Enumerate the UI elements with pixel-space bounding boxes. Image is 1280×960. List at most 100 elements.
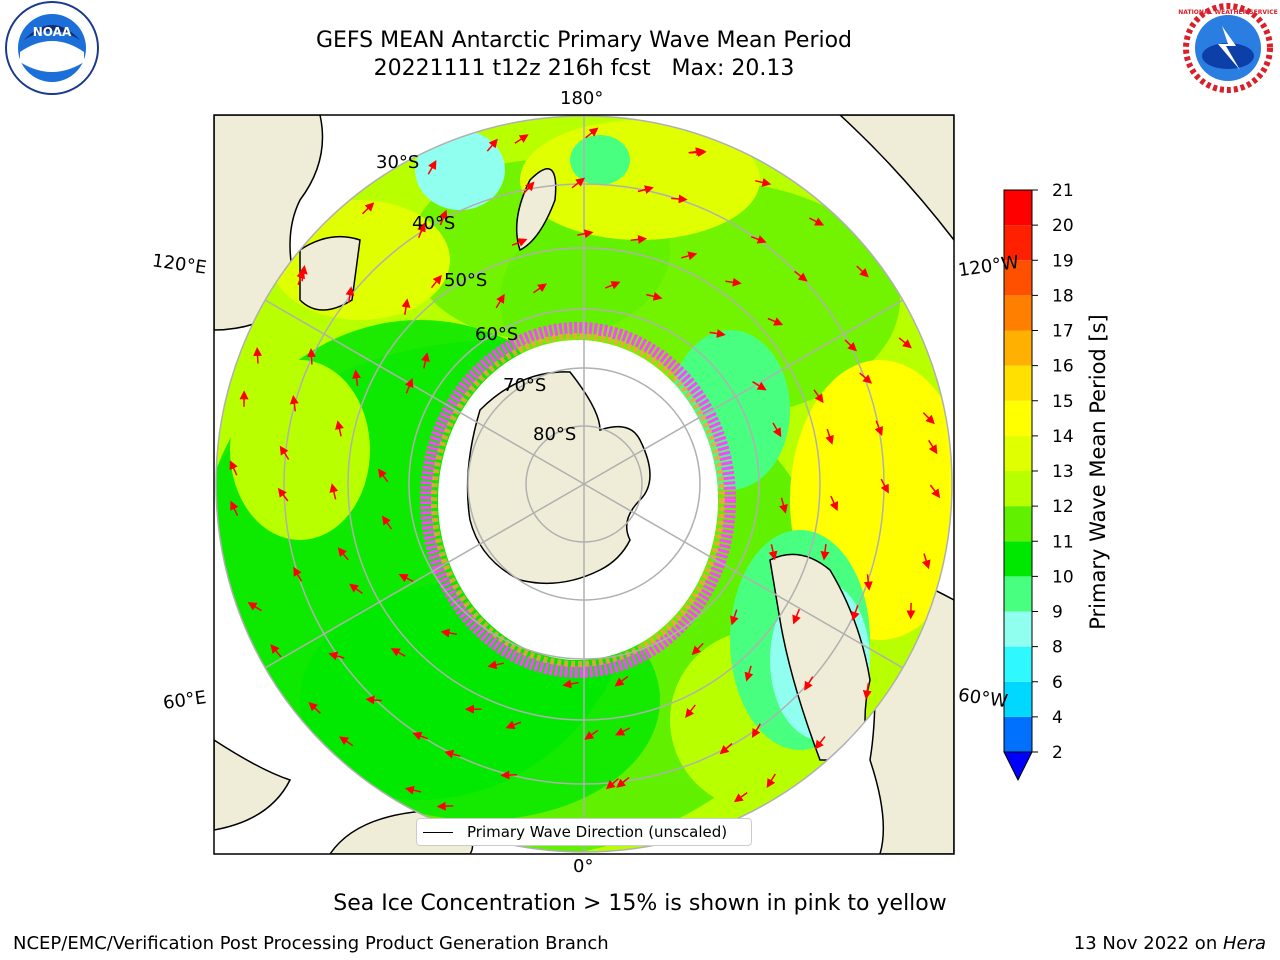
colorbar-tick-label: 8 [1052, 638, 1063, 658]
colorbar-segment [1004, 295, 1032, 331]
wave-direction-arrow [804, 676, 814, 691]
title-line-1: GEFS MEAN Antarctic Primary Wave Mean Pe… [315, 28, 853, 53]
colorbar-segment [1004, 330, 1032, 366]
colorbar-segment [1004, 225, 1032, 261]
wave-direction-arrow [390, 648, 406, 657]
wave-direction-arrow [751, 723, 761, 738]
wave-direction-arrow [719, 742, 733, 755]
wave-direction-arrow [349, 583, 363, 595]
colorbar-tick-label: 14 [1052, 427, 1074, 447]
wave-direction-arrow [412, 731, 429, 741]
colorbar-tick-label: 17 [1052, 322, 1074, 342]
wave-direction-arrow [401, 298, 411, 315]
wave-direction-arrow [614, 675, 629, 687]
wave-direction-arrow [277, 487, 289, 502]
wave-direction-arrow [345, 286, 355, 303]
wave-direction-arrow [398, 574, 414, 583]
wave-direction-arrow [709, 329, 726, 338]
wave-direction-arrow [863, 574, 873, 591]
lat-label-70s: 70°S [503, 375, 547, 396]
colorbar-segment [1004, 541, 1032, 577]
wave-direction-arrow [500, 770, 517, 780]
wave-direction-arrow [329, 483, 339, 500]
wave-direction-arrow [605, 281, 621, 290]
lon-label-top: 180° [560, 88, 604, 109]
wave-direction-arrow [339, 736, 354, 747]
colorbar-tick-label: 12 [1052, 497, 1074, 517]
colorbar-tick-label: 16 [1052, 357, 1074, 377]
wave-direction-arrow [681, 251, 698, 261]
sea-ice-note: Sea Ice Concentration > 15% is shown in … [333, 891, 947, 916]
colorbar-segment [1004, 681, 1032, 717]
colorbar-tick-label: 18 [1052, 286, 1074, 306]
colorbar-segment [1004, 190, 1032, 226]
colorbar-tick-label: 11 [1052, 532, 1074, 552]
wave-direction-arrow [820, 544, 830, 561]
wave-direction-arrow [405, 378, 414, 394]
wave-direction-arrow [532, 283, 548, 294]
wave-direction-arrow [646, 291, 663, 301]
wave-direction-arrow [562, 679, 579, 689]
wave-direction-arrow [685, 704, 696, 718]
wave-direction-arrow [430, 274, 442, 289]
wave-direction-arrow [637, 185, 654, 194]
wave-direction-arrow [253, 347, 263, 364]
footer-system: Hera [1222, 933, 1266, 954]
colorbar-tick-label: 2 [1052, 743, 1063, 763]
wave-direction-arrow [616, 776, 630, 788]
wave-direction-arrow [813, 389, 824, 404]
wave-direction-arrow [270, 644, 282, 658]
colorbar-segment [1004, 611, 1032, 647]
wave-direction-arrow [929, 484, 941, 499]
nws-logo: NATIONAL WEATHER SERVICE [1178, 2, 1278, 94]
wave-direction-arrow [279, 445, 290, 460]
title-line-2: 20221111 t12z 216h fcst Max: 20.13 [373, 56, 795, 81]
colorbar-tick-label: 10 [1052, 567, 1074, 587]
legend-box: Primary Wave Direction (unscaled) [416, 818, 752, 846]
wave-direction-arrow [404, 785, 422, 795]
wave-direction-arrow [794, 270, 808, 282]
map-panel [213, 114, 955, 855]
wave-direction-arrow [772, 422, 782, 438]
wave-direction-arrow [436, 801, 454, 811]
footer-date: 13 Nov 2022 on [1073, 933, 1223, 954]
wave-direction-arrow [809, 217, 825, 226]
wave-direction-arrow [750, 235, 767, 244]
wave-direction-arrow [230, 500, 239, 516]
colorbar-segment [1004, 646, 1032, 682]
colorbar-tick-label: 6 [1052, 673, 1063, 693]
lat-label-80s: 80°S [533, 424, 577, 445]
wave-direction-arrow [779, 497, 788, 514]
wave-direction-arrow [306, 348, 316, 365]
wave-direction-arrow [365, 695, 382, 705]
wave-direction-arrow [755, 178, 772, 187]
wave-direction-arrow [352, 369, 362, 386]
colorbar-extend-triangle [1003, 751, 1033, 782]
wave-direction-arrow [733, 791, 748, 803]
colorbar-tick-label: 15 [1052, 392, 1074, 412]
noaa-logo: NOAA [5, 1, 99, 95]
wave-direction-arrow [505, 720, 522, 730]
map-frame [213, 114, 955, 855]
wave-direction-arrow [522, 181, 535, 195]
colorbar-label: Primary Wave Mean Period [s] [1086, 314, 1110, 630]
colorbar-tick-label: 21 [1052, 181, 1074, 201]
wave-direction-arrow [792, 608, 801, 625]
wave-direction-arrow [862, 683, 872, 700]
legend-label: Primary Wave Direction (unscaled) [467, 823, 728, 841]
wave-direction-arrow [577, 229, 594, 239]
wave-direction-arrow [571, 177, 586, 189]
wave-direction-arrow [293, 566, 303, 582]
colorbar-segment [1004, 471, 1032, 507]
wave-direction-arrow [688, 147, 705, 157]
colorbar: 2 4 6 8 9 10 11 12 13 14 15 16 17 18 19 20 21 [1003, 181, 1074, 782]
wave-direction-arrow [444, 749, 461, 759]
lat-label-60s: 60°S [475, 324, 519, 345]
wave-direction-arrow [767, 317, 784, 326]
wave-direction-arrow [630, 234, 648, 244]
colorbar-segment [1004, 400, 1032, 436]
wave-direction-arrow [752, 381, 767, 391]
wave-direction-arrow [825, 428, 834, 445]
wave-direction-arrow [725, 277, 742, 287]
